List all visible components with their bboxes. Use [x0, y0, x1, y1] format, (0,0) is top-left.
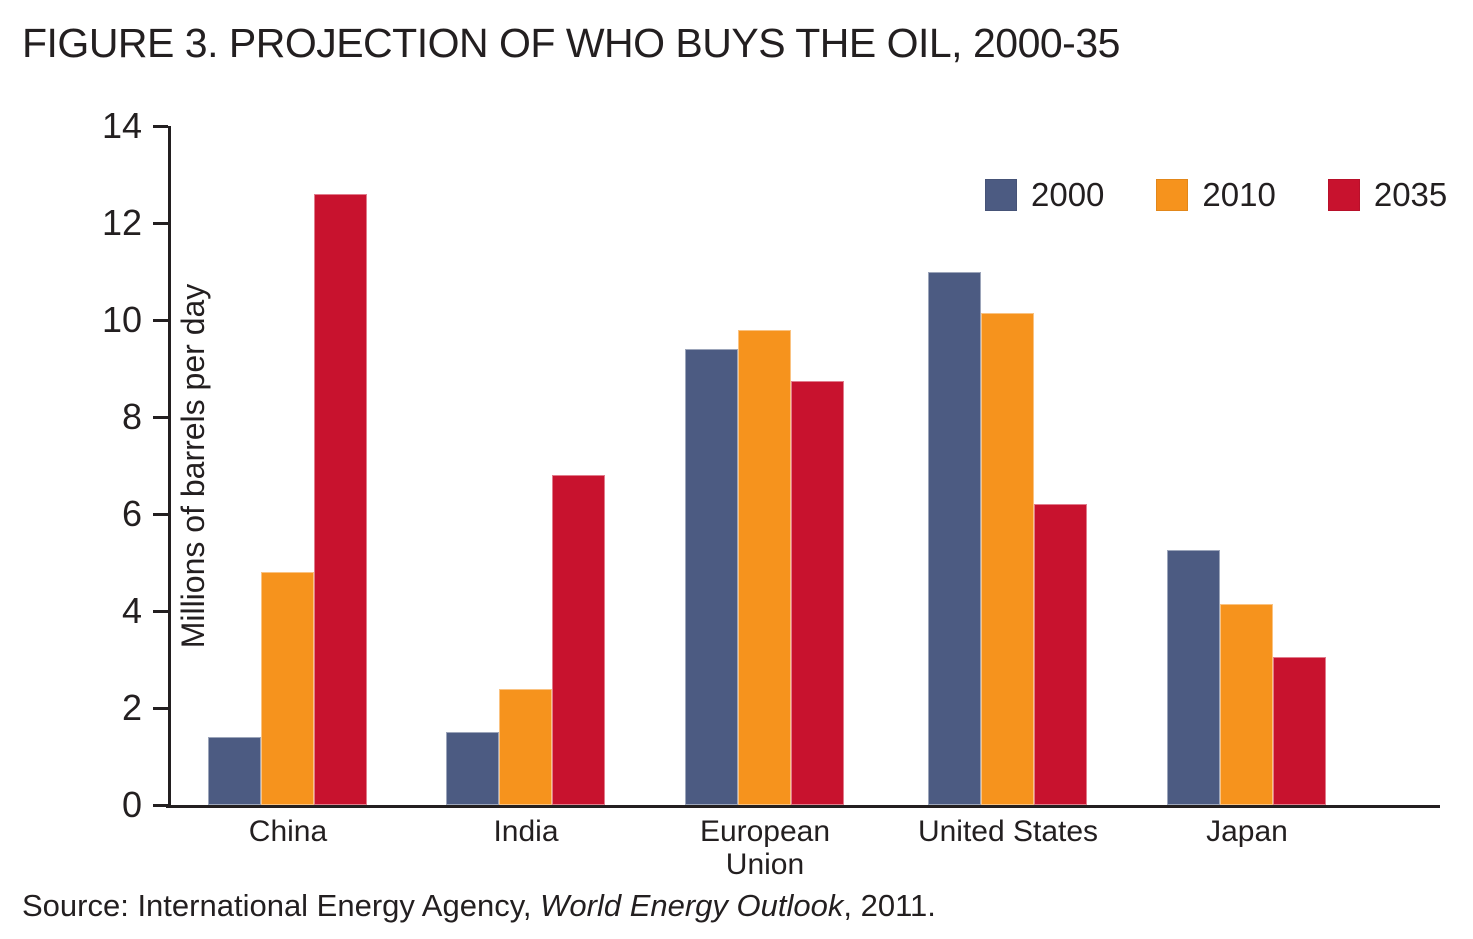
bar-india-2010	[499, 688, 552, 805]
legend-label-2035: 2035	[1373, 176, 1448, 213]
bar-india-2000	[446, 732, 499, 805]
y-tick-8	[153, 415, 168, 419]
x-label-united-states: United States	[917, 815, 1099, 848]
bar-european-union-2000	[685, 349, 738, 805]
source-note: Source: International Energy Agency, Wor…	[22, 888, 936, 924]
source-publication: World Energy Outlook	[540, 888, 844, 923]
y-tick-label-2: 2	[121, 687, 142, 728]
bar-china-2000	[208, 737, 261, 805]
legend: 2000 2010 2035	[985, 176, 1447, 214]
y-tick-label-6: 6	[121, 493, 142, 534]
y-tick-label-0: 0	[121, 784, 142, 825]
bar-china-2035	[314, 193, 367, 805]
y-axis-line	[168, 126, 171, 805]
x-axis-line	[166, 805, 1440, 808]
y-tick-6	[153, 512, 168, 516]
y-tick-label-14: 14	[101, 105, 142, 146]
bar-japan-2010	[1220, 603, 1273, 805]
y-tick-12	[153, 221, 168, 225]
bar-japan-2000	[1167, 550, 1220, 805]
x-label-japan: Japan	[1206, 815, 1288, 848]
x-label-india: India	[493, 815, 559, 848]
source-prefix: Source: International Energy Agency,	[22, 888, 541, 923]
bar-japan-2035	[1273, 657, 1326, 805]
legend-label-2000: 2000	[1031, 176, 1105, 213]
y-tick-label-12: 12	[101, 202, 142, 243]
y-tick-10	[153, 318, 168, 322]
bar-european-union-2010	[738, 329, 791, 805]
source-suffix: , 2011.	[843, 888, 936, 923]
y-tick-label-8: 8	[121, 396, 142, 437]
legend-swatch-2010	[1156, 179, 1189, 211]
y-tick-0	[153, 803, 168, 807]
legend-label-2010: 2010	[1202, 176, 1276, 213]
bar-united-states-2000	[928, 271, 981, 805]
bar-india-2035	[552, 475, 605, 805]
x-label-china: China	[248, 815, 328, 848]
x-label-european-union: European Union	[699, 815, 831, 881]
legend-swatch-2035	[1327, 179, 1360, 211]
legend-item-2035: 2035	[1327, 176, 1448, 214]
bar-china-2010	[261, 572, 314, 805]
y-tick-4	[153, 609, 168, 613]
y-axis-title: Millions of barrels per day	[175, 283, 211, 648]
legend-item-2000: 2000	[985, 176, 1104, 214]
legend-swatch-2000	[985, 179, 1017, 211]
y-tick-label-10: 10	[101, 299, 142, 340]
bar-united-states-2010	[981, 312, 1034, 805]
plot-area: Millions of barrels per day 0 2 4 6 8 10 12 14 C…	[102, 108, 1440, 881]
y-tick-2	[153, 706, 168, 710]
y-tick-14	[153, 124, 168, 128]
bar-european-union-2035	[791, 380, 844, 805]
bar-united-states-2035	[1034, 504, 1087, 805]
y-tick-label-4: 4	[121, 590, 142, 631]
figure-title: FIGURE 3. PROJECTION OF WHO BUYS THE OIL…	[22, 20, 1120, 66]
legend-item-2010: 2010	[1156, 176, 1276, 214]
